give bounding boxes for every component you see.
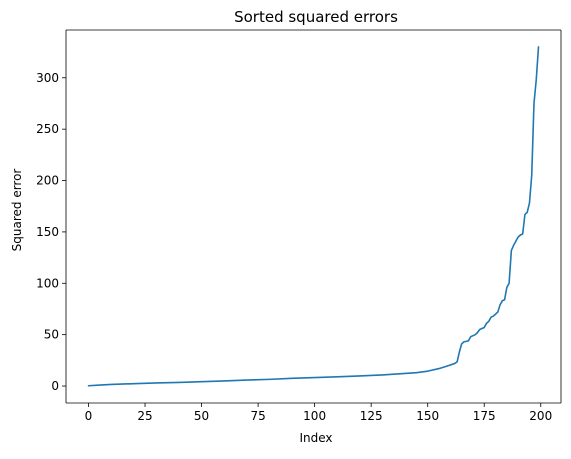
x-tick-label: 75 — [250, 409, 265, 423]
y-tick-label: 300 — [36, 71, 59, 85]
x-tick-label: 175 — [473, 409, 496, 423]
series-line-0 — [87, 46, 540, 387]
chart-title: Sorted squared errors — [234, 8, 398, 26]
y-tick-label: 200 — [36, 174, 59, 188]
y-tick-label: 0 — [51, 379, 59, 393]
x-tick-label: 50 — [194, 409, 209, 423]
y-axis-label: Squared error — [10, 169, 24, 252]
y-tick-label: 150 — [36, 225, 59, 239]
x-tick-label: 200 — [529, 409, 552, 423]
x-tick-label: 150 — [416, 409, 439, 423]
x-tick-label: 100 — [303, 409, 326, 423]
x-tick-label: 0 — [85, 409, 93, 423]
y-tick-label: 50 — [44, 328, 59, 342]
y-tick-label: 100 — [36, 276, 59, 290]
y-tick-label: 250 — [36, 122, 59, 136]
x-tick-label: 25 — [137, 409, 152, 423]
x-axis-label: Index — [299, 431, 332, 445]
x-tick-label: 125 — [360, 409, 383, 423]
